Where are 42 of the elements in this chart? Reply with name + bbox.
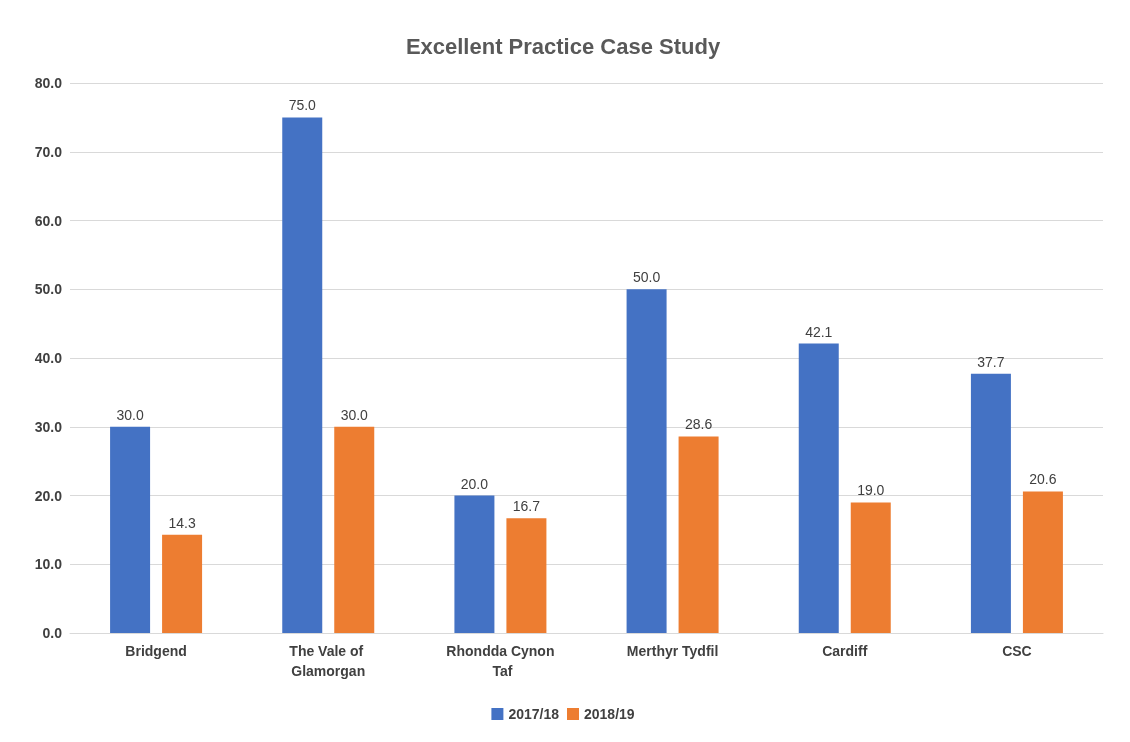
legend-label: 2018/19	[584, 706, 635, 722]
y-tick-label: 40.0	[34, 350, 63, 366]
bar	[850, 502, 891, 633]
bar	[454, 495, 495, 633]
data-label: 37.7	[977, 353, 1005, 370]
bar	[1022, 491, 1063, 633]
x-tick-label: Cardiff	[822, 643, 868, 659]
bar	[162, 534, 203, 633]
bar	[626, 289, 667, 633]
data-label: 50.0	[632, 269, 661, 286]
data-label: 42.1	[805, 323, 833, 340]
x-tick-label: Merthyr Tydfil	[626, 643, 719, 659]
bar	[110, 426, 151, 633]
bar	[798, 343, 839, 633]
x-tick-label: Bridgend	[125, 643, 187, 659]
y-tick-label: 20.0	[34, 487, 63, 504]
y-tick-label: 80.0	[34, 75, 63, 91]
data-label: 28.6	[684, 416, 713, 433]
chart-title: Excellent Practice Case Study	[405, 33, 721, 59]
y-tick-label: 10.0	[34, 556, 63, 573]
bar	[678, 436, 719, 633]
y-tick-label: 30.0	[34, 418, 63, 435]
data-label: 30.0	[116, 406, 144, 423]
data-label: 16.7	[512, 498, 541, 515]
data-label: 14.3	[168, 514, 196, 531]
legend-label: 2017/18	[508, 706, 560, 722]
data-label: 19.0	[857, 482, 885, 499]
x-tick-label: The Vale of Glamorgan	[289, 643, 368, 679]
bar	[282, 117, 323, 633]
bar	[334, 426, 375, 633]
data-label: 75.0	[288, 97, 317, 114]
data-label: 20.0	[460, 475, 489, 492]
bar	[506, 518, 547, 633]
y-tick-label: 70.0	[34, 143, 63, 160]
data-label: 20.6	[1029, 471, 1057, 488]
x-tick-label: CSC	[1002, 643, 1032, 659]
y-tick-label: 0.0	[42, 625, 63, 641]
y-tick-label: 50.0	[34, 281, 63, 298]
data-label: 30.0	[340, 406, 369, 423]
x-tick-label: Rhondda Cynon Taf	[446, 643, 555, 679]
y-tick-label: 60.0	[34, 212, 63, 229]
bar	[970, 373, 1011, 633]
